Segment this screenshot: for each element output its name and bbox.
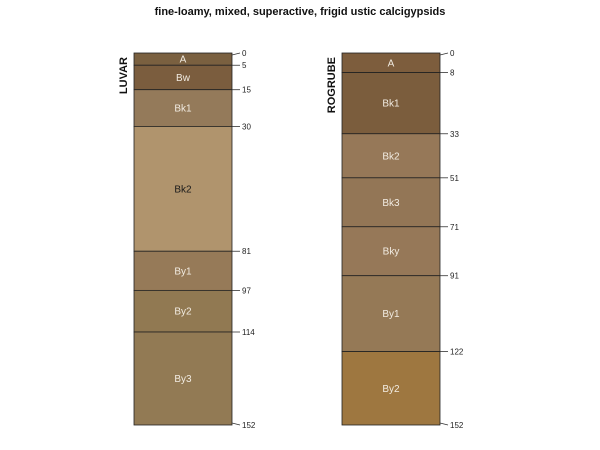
depth-label-luvar-3: 30	[242, 122, 251, 131]
profile-name-luvar: LUVAR	[118, 57, 130, 94]
horizon-luvar-by3	[133, 331, 233, 426]
horizon-label-rogrube-by2: By2	[382, 384, 400, 395]
horizon-label-luvar-bk1: Bk1	[174, 104, 192, 115]
profile-name-rogrube: ROGRUBE	[326, 57, 338, 113]
depth-tick-luvar-0	[231, 52, 241, 56]
depth-tick-rogrube-7	[439, 422, 449, 426]
horizon-label-luvar-by2: By2	[174, 307, 192, 318]
horizon-rogrube-by1	[341, 275, 441, 352]
depth-label-rogrube-5: 91	[450, 272, 459, 281]
horizon-label-rogrube-bk1: Bk1	[382, 99, 400, 110]
depth-label-rogrube-4: 71	[450, 223, 459, 232]
horizon-label-luvar-bk2: Bk2	[174, 184, 192, 195]
depth-label-rogrube-3: 51	[450, 174, 459, 183]
depth-label-luvar-5: 97	[242, 286, 251, 295]
horizon-rogrube-bk3	[341, 177, 441, 228]
horizon-rogrube-by2	[341, 351, 441, 426]
depth-label-luvar-2: 15	[242, 86, 251, 95]
depth-tick-rogrube-0	[439, 52, 449, 56]
depth-label-luvar-6: 114	[242, 328, 255, 337]
horizon-label-rogrube-bk2: Bk2	[382, 151, 400, 162]
depth-label-luvar-0: 0	[242, 49, 247, 58]
depth-label-rogrube-2: 33	[450, 130, 459, 139]
figure-title: fine-loamy, mixed, superactive, frigid u…	[154, 6, 446, 18]
depth-label-rogrube-1: 8	[450, 69, 455, 78]
depth-label-luvar-7: 152	[242, 421, 256, 430]
horizon-label-luvar-bw: Bw	[176, 73, 191, 84]
horizon-luvar-bw	[133, 64, 233, 91]
horizon-label-luvar-by3: By3	[174, 374, 192, 385]
depth-label-luvar-1: 5	[242, 61, 247, 70]
horizon-label-rogrube-a: A	[388, 58, 395, 69]
depth-tick-luvar-7	[231, 422, 241, 426]
horizon-label-rogrube-bky: Bky	[383, 247, 400, 258]
horizon-label-luvar-by1: By1	[174, 266, 192, 277]
horizon-label-rogrube-bk3: Bk3	[382, 198, 400, 209]
horizon-rogrube-bk1	[341, 72, 441, 135]
horizon-label-rogrube-by1: By1	[382, 309, 400, 320]
depth-label-rogrube-0: 0	[450, 49, 455, 58]
depth-label-rogrube-7: 152	[450, 421, 464, 430]
horizon-rogrube-bky	[341, 226, 441, 277]
horizon-luvar-bk1	[133, 89, 233, 127]
depth-label-luvar-4: 81	[242, 247, 251, 256]
depth-label-rogrube-6: 122	[450, 348, 464, 357]
horizon-rogrube-bk2	[341, 133, 441, 179]
horizon-label-luvar-a: A	[180, 55, 187, 66]
